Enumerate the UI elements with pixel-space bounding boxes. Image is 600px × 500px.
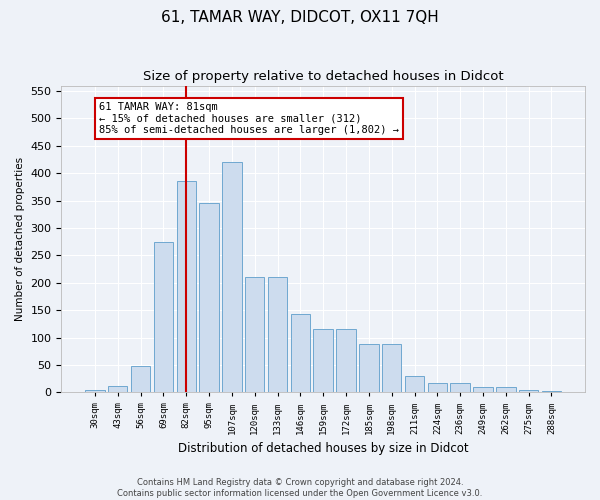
Bar	[176, 182, 196, 392]
Bar	[451, 382, 470, 392]
Bar	[290, 314, 310, 392]
Bar	[519, 390, 538, 392]
Text: 61, TAMAR WAY, DIDCOT, OX11 7QH: 61, TAMAR WAY, DIDCOT, OX11 7QH	[161, 10, 439, 25]
Bar	[359, 344, 379, 393]
Bar	[382, 344, 401, 393]
Bar	[108, 386, 127, 392]
Text: 61 TAMAR WAY: 81sqm
← 15% of detached houses are smaller (312)
85% of semi-detac: 61 TAMAR WAY: 81sqm ← 15% of detached ho…	[99, 102, 399, 135]
Bar	[313, 330, 333, 392]
Bar	[268, 278, 287, 392]
Bar	[245, 278, 265, 392]
Bar	[496, 387, 515, 392]
Bar	[199, 204, 219, 392]
Bar	[473, 387, 493, 392]
Text: Contains HM Land Registry data © Crown copyright and database right 2024.
Contai: Contains HM Land Registry data © Crown c…	[118, 478, 482, 498]
Bar	[154, 242, 173, 392]
Y-axis label: Number of detached properties: Number of detached properties	[15, 157, 25, 321]
Title: Size of property relative to detached houses in Didcot: Size of property relative to detached ho…	[143, 70, 503, 83]
Bar	[85, 390, 104, 392]
Bar	[222, 162, 242, 392]
Bar	[337, 330, 356, 392]
Bar	[405, 376, 424, 392]
Bar	[131, 366, 150, 392]
Bar	[542, 390, 561, 392]
Bar	[428, 382, 447, 392]
X-axis label: Distribution of detached houses by size in Didcot: Distribution of detached houses by size …	[178, 442, 469, 455]
